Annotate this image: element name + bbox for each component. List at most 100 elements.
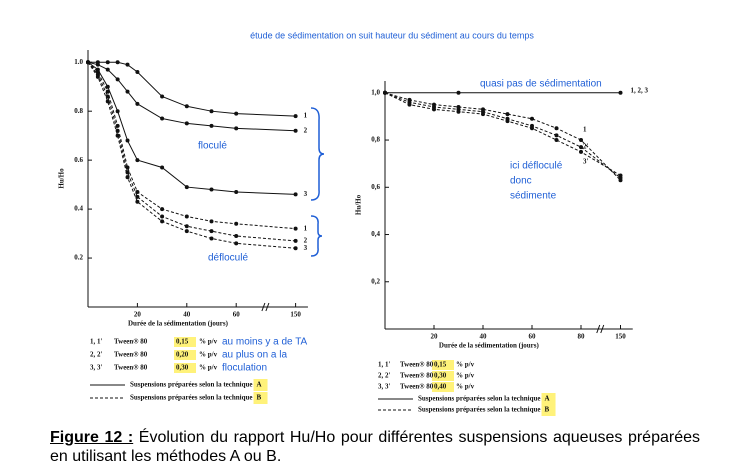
y-tick-label: 0,6	[371, 183, 380, 191]
legend-code: 2, 2'	[90, 351, 103, 359]
data-point	[554, 133, 559, 138]
series-line	[87, 61, 296, 242]
data-point	[135, 70, 140, 75]
series-label: 3	[304, 190, 308, 198]
data-point	[95, 62, 100, 67]
legend-unit: % p/v	[199, 364, 218, 372]
legend-code: 1, 1'	[378, 361, 391, 369]
data-point	[160, 94, 165, 99]
highlight	[174, 350, 196, 360]
highlight	[174, 337, 196, 347]
legend-code: 3, 3'	[378, 383, 391, 391]
data-point	[115, 109, 120, 114]
data-point	[234, 126, 239, 131]
legend-code: 3, 3'	[90, 364, 103, 372]
x-axis-label: Durée de la sédimentation (jours)	[439, 342, 540, 350]
annotation: étude de sédimentation on suit hauteur d…	[250, 30, 534, 40]
data-point	[105, 84, 110, 89]
data-point	[579, 138, 583, 143]
data-point	[160, 219, 165, 224]
legend-code: 2, 2'	[378, 372, 391, 380]
data-point	[234, 221, 239, 226]
data-point	[105, 89, 110, 94]
legend-conc: 0,30	[176, 364, 189, 372]
series-label: 2	[304, 126, 308, 134]
highlight	[174, 363, 196, 373]
series-line	[87, 61, 296, 230]
data-point	[135, 158, 140, 163]
technique-text: Suspensions préparées selon la technique	[130, 381, 253, 389]
data-point	[530, 116, 534, 121]
data-point	[160, 207, 165, 212]
highlight	[253, 392, 268, 404]
annotation: défloculé	[208, 253, 248, 264]
annotation: sédimente	[510, 191, 557, 202]
technique-text: Suspensions préparées selon la technique	[418, 406, 541, 414]
caption: Figure 12 : Évolution du rapport Hu/Ho p…	[50, 428, 700, 466]
x-tick-label: 20	[134, 311, 142, 319]
data-point	[105, 60, 110, 65]
technique-text: Suspensions préparées selon la technique	[130, 394, 253, 402]
data-point	[234, 189, 239, 194]
series-label: 1	[304, 112, 308, 120]
y-tick-label: 0,2	[371, 277, 380, 285]
data-point	[618, 90, 623, 95]
data-point	[135, 194, 140, 199]
data-point	[505, 119, 510, 124]
x-tick-label: 40	[480, 333, 488, 341]
data-point	[135, 199, 140, 204]
series-label: 3'	[583, 157, 589, 165]
caption-label: Figure 12 :	[50, 429, 134, 446]
data-point	[293, 114, 298, 119]
data-point	[184, 214, 189, 219]
data-point	[530, 126, 534, 131]
x-tick-label: 60	[233, 311, 241, 319]
data-point	[125, 138, 130, 143]
data-point	[554, 126, 559, 131]
data-point	[407, 102, 412, 107]
legend-unit: % p/v	[456, 372, 475, 380]
legend-unit: % p/v	[456, 383, 475, 391]
x-axis-label: Durée de la sédimentation (jours)	[128, 320, 229, 328]
legend-unit: % p/v	[199, 351, 218, 359]
data-point	[209, 219, 214, 224]
data-point	[293, 246, 298, 251]
series-line	[88, 61, 296, 117]
annotation: donc	[510, 176, 532, 187]
data-point	[579, 145, 583, 150]
legend-unit: % p/v	[199, 338, 218, 346]
data-point	[505, 112, 510, 117]
data-point	[184, 229, 189, 234]
x-tick-label: 80	[578, 333, 586, 341]
data-point	[554, 138, 559, 143]
data-point	[105, 67, 110, 72]
data-point	[105, 94, 110, 99]
annotation: floculé	[198, 141, 227, 152]
data-point	[209, 123, 214, 128]
caption-text: Évolution du rapport Hu/Ho pour différen…	[50, 429, 700, 465]
data-point	[293, 192, 298, 197]
data-point	[209, 109, 214, 114]
y-tick-label: 0,8	[371, 136, 380, 144]
note: au moins y a de TA	[222, 337, 308, 348]
data-point	[95, 74, 100, 79]
axis-break	[261, 302, 270, 312]
legend-product: Tween® 80	[114, 338, 148, 346]
y-axis-label: Hu/Ho	[58, 168, 66, 189]
y-tick-label: 1,0	[371, 88, 380, 96]
series-line	[384, 92, 621, 181]
y-tick-label: 0.6	[74, 156, 83, 164]
data-point	[160, 165, 165, 170]
data-point	[115, 133, 120, 138]
data-point	[184, 121, 189, 126]
data-point	[86, 60, 90, 65]
highlight	[541, 404, 556, 416]
data-point	[234, 234, 239, 239]
data-point	[209, 236, 214, 241]
legend-product: Tween® 80	[114, 351, 148, 359]
y-tick-label: 1.0	[74, 58, 83, 66]
highlight	[432, 382, 454, 392]
technique-text: Suspensions préparées selon la technique	[418, 395, 541, 403]
legend-product: Tween® 80	[114, 364, 148, 372]
